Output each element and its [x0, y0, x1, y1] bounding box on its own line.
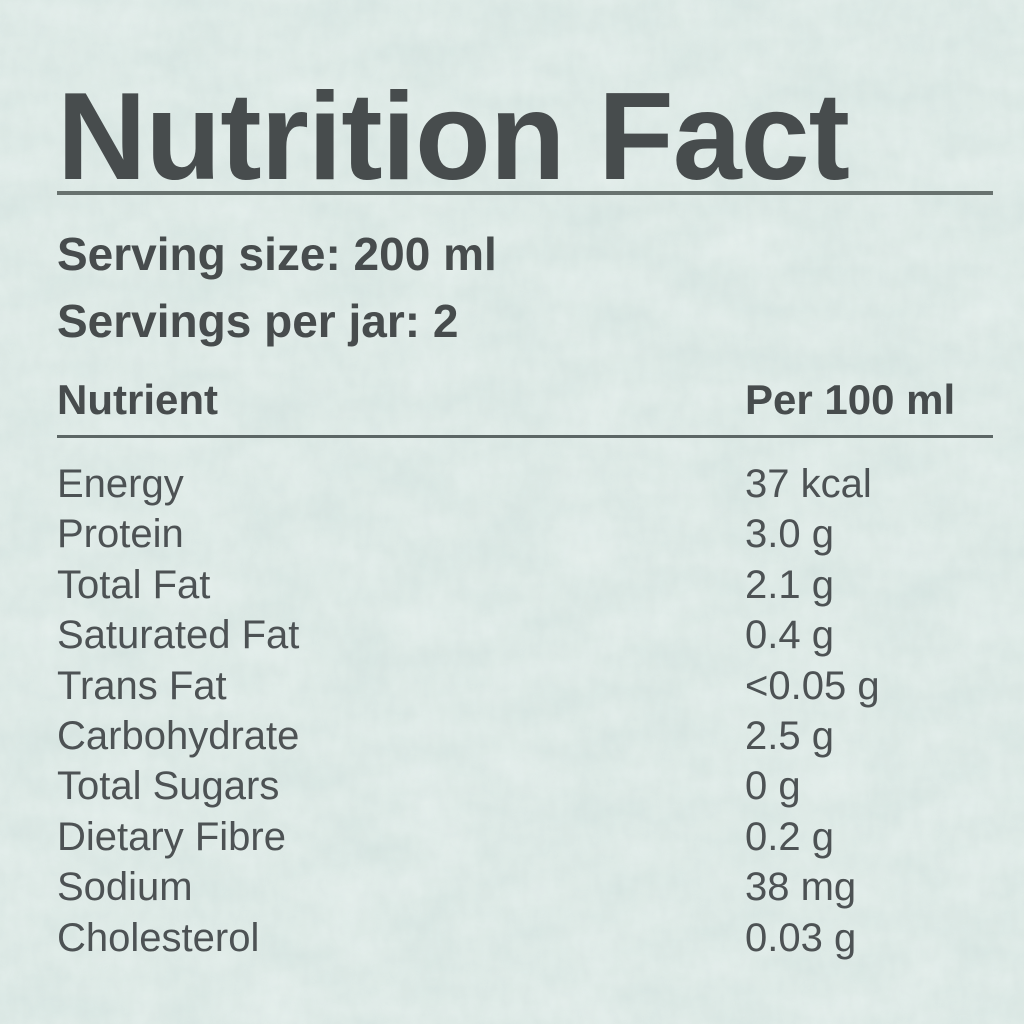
table-header-divider — [57, 435, 993, 438]
nutrient-name: Protein — [57, 512, 184, 557]
nutrient-name: Trans Fat — [57, 663, 227, 708]
nutrient-column-header: Nutrient — [57, 376, 218, 423]
nutrient-name: Saturated Fat — [57, 613, 300, 658]
title-divider — [57, 191, 993, 195]
nutrient-name: Carbohydrate — [57, 713, 300, 758]
nutrient-name: Cholesterol — [57, 915, 260, 960]
serving-size-text: Serving size: 200 ml — [57, 228, 497, 280]
nutrient-name: Energy — [57, 462, 184, 506]
page-title: Nutrition Fact — [57, 68, 850, 206]
servings-per-jar-text: Servings per jar: 2 — [57, 295, 459, 347]
nutrient-amount: 0 g — [745, 764, 801, 809]
table-row: Total Fat 2.1 g — [57, 560, 993, 610]
nutrient-amount: <0.05 g — [745, 663, 880, 708]
table-row: Total Sugars 0 g — [57, 761, 993, 811]
nutrient-amount: 0.2 g — [745, 814, 834, 859]
table-row: Dietary Fibre 0.2 g — [57, 812, 993, 862]
nutrient-amount: 38 mg — [745, 865, 857, 910]
nutrient-amount: 0.4 g — [745, 613, 834, 658]
nutrient-name: Sodium — [57, 865, 193, 910]
nutrient-name: Dietary Fibre — [57, 814, 286, 859]
nutrient-name: Total Fat — [57, 562, 211, 607]
nutrient-amount: 37 kcal — [745, 462, 872, 506]
serving-info: Serving size: 200 ml Servings per jar: 2 — [57, 221, 497, 355]
nutrient-amount: 2.5 g — [745, 713, 834, 758]
table-row: Cholesterol 0.03 g — [57, 913, 993, 963]
table-row: Protein 3.0 g — [57, 509, 993, 559]
nutrient-amount: 2.1 g — [745, 562, 834, 607]
amount-column-header: Per 100 ml — [745, 376, 956, 423]
nutrient-name: Total Sugars — [57, 764, 280, 809]
table-row: Energy 37 kcal — [57, 459, 993, 509]
table-row: Saturated Fat 0.4 g — [57, 610, 993, 660]
table-row: Carbohydrate 2.5 g — [57, 711, 993, 761]
table-row: Trans Fat <0.05 g — [57, 661, 993, 711]
table-row: Sodium 38 mg — [57, 862, 993, 912]
nutrient-amount: 3.0 g — [745, 512, 834, 557]
table-header: Nutrient Per 100 ml — [57, 375, 993, 425]
nutrient-amount: 0.03 g — [745, 915, 857, 960]
